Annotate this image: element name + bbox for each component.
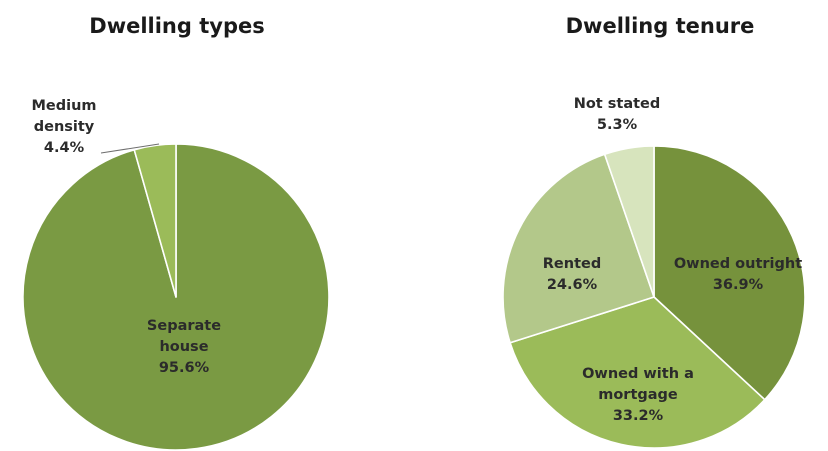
pie-slice-rented — [502, 153, 655, 344]
slice-label-not-stated: Not stated 5.3% — [574, 96, 661, 133]
pie-slice-owned-with-a-mortgage — [509, 296, 766, 449]
slice-label-separate-house: Separate house 95.6% — [147, 318, 221, 376]
slice-label-owned-with-a-mortgage: Owned with a mortgage 33.2% — [582, 366, 694, 424]
pie-slice-medium-density — [133, 143, 177, 298]
slice-label-owned-outright: Owned outright 36.9% — [674, 256, 802, 293]
slice-label-rented: Rented 24.6% — [543, 256, 601, 293]
slice-label-medium-density: Medium density 4.4% — [31, 98, 96, 156]
chart-title-dwelling-types: Dwelling types — [89, 14, 265, 38]
chart-title-dwelling-tenure: Dwelling tenure — [565, 14, 755, 38]
pie-slice-owned-outright — [653, 145, 806, 401]
slice-labels: Separate house 95.6% Medium density 4.4% Owned… — [31, 96, 802, 424]
pie-dwelling-types — [22, 143, 330, 451]
pie-dwelling-tenure — [502, 145, 806, 449]
leader-line — [100, 143, 160, 154]
pie-slice-not-stated — [603, 145, 655, 298]
